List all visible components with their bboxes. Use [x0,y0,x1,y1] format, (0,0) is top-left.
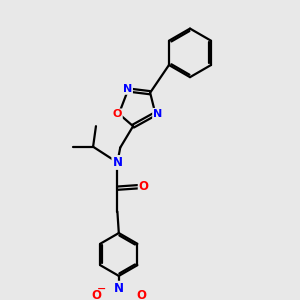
Text: O: O [112,110,122,119]
Text: −: − [97,284,106,294]
Text: O: O [139,180,149,193]
Text: O: O [92,289,101,300]
Text: O: O [136,289,146,300]
Text: N: N [114,282,124,295]
Text: N: N [153,109,162,119]
Text: N: N [112,156,122,169]
Text: N: N [123,84,132,94]
